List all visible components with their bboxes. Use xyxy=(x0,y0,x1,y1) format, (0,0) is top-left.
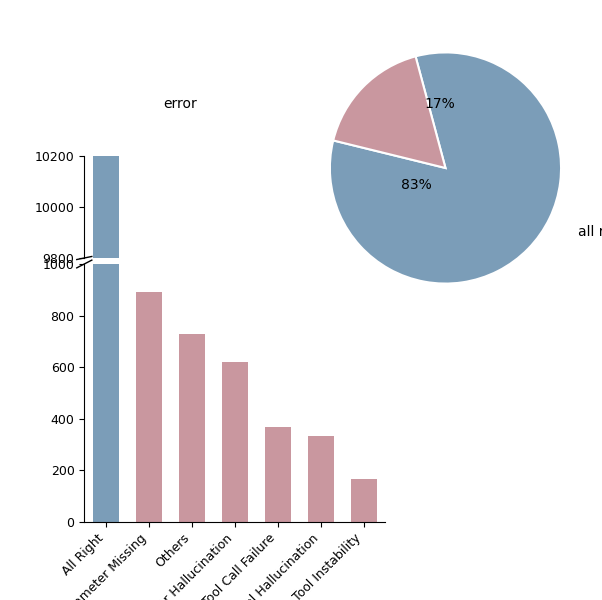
Wedge shape xyxy=(334,56,445,168)
Text: 17%: 17% xyxy=(424,97,455,112)
Text: error: error xyxy=(163,97,196,112)
Text: 83%: 83% xyxy=(401,178,432,193)
Bar xyxy=(265,427,291,522)
Text: all right: all right xyxy=(578,224,602,239)
Bar xyxy=(351,479,377,522)
Bar xyxy=(136,292,162,522)
Bar xyxy=(222,362,247,522)
Bar xyxy=(93,0,119,600)
Bar xyxy=(179,334,205,522)
Bar xyxy=(308,436,334,522)
Wedge shape xyxy=(330,52,561,284)
Bar xyxy=(93,0,119,522)
